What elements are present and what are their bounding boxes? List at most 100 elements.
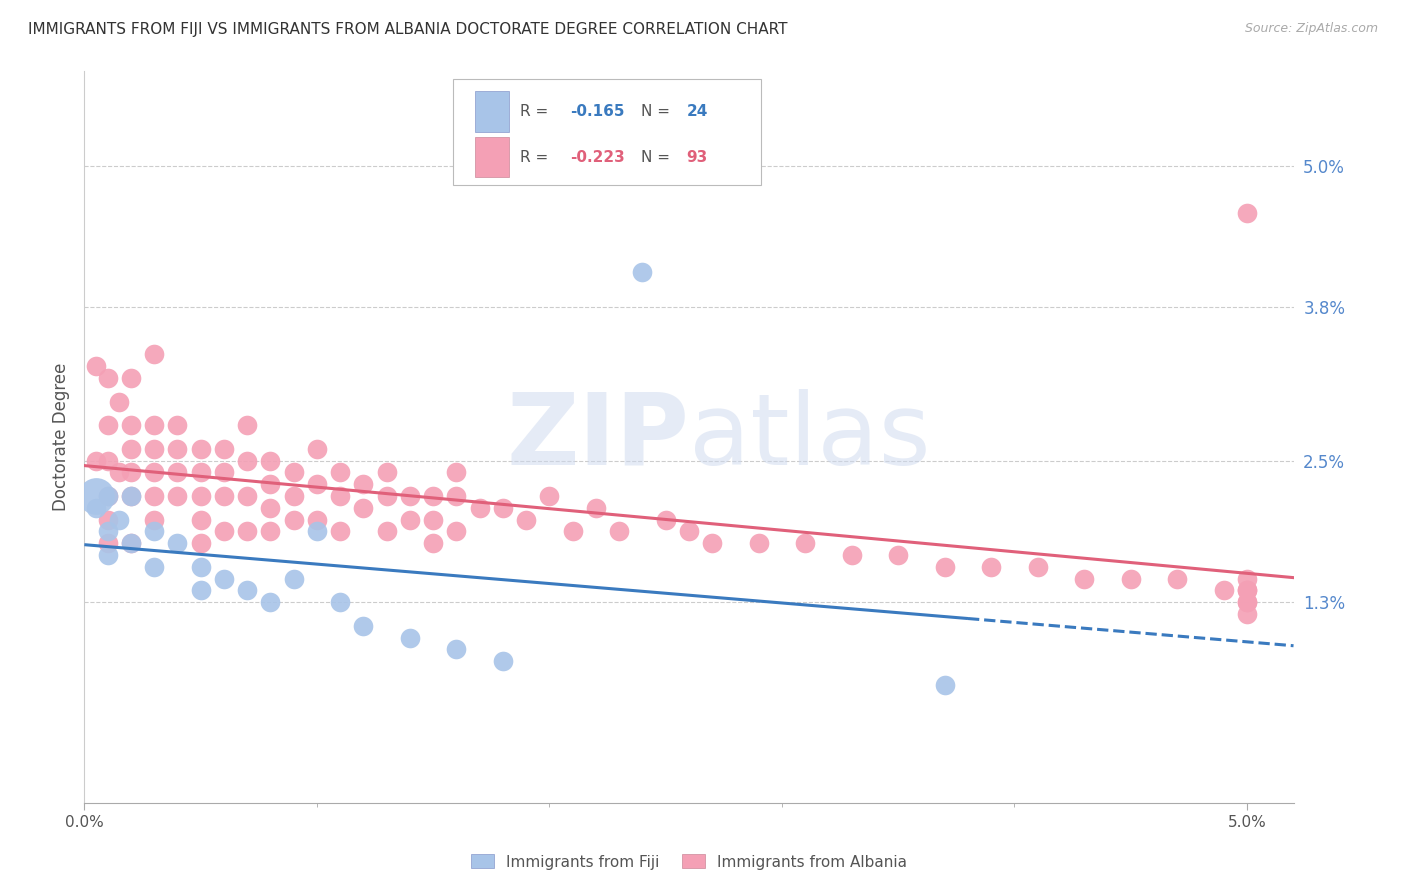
Point: [143, 489, 166, 503]
Point: [143, 524, 166, 539]
Point: [259, 453, 281, 467]
Point: [143, 559, 166, 574]
Point: [283, 513, 305, 527]
Point: [236, 524, 259, 539]
Point: [190, 442, 212, 456]
Point: [236, 418, 259, 433]
Text: atlas: atlas: [689, 389, 931, 485]
Point: [236, 489, 259, 503]
Point: [259, 500, 281, 515]
Point: [352, 619, 374, 633]
Text: -0.223: -0.223: [571, 150, 626, 165]
Point: [120, 536, 142, 550]
Point: [375, 489, 398, 503]
Point: [259, 595, 281, 609]
Bar: [475, 92, 509, 132]
Point: [97, 524, 120, 539]
Point: [446, 642, 468, 657]
Point: [446, 466, 468, 480]
Point: [190, 489, 212, 503]
Point: [108, 394, 131, 409]
Point: [97, 489, 120, 503]
Point: [259, 477, 281, 491]
Point: [607, 524, 630, 539]
Point: [492, 500, 515, 515]
Point: [97, 489, 120, 503]
Point: [97, 548, 120, 562]
Point: [352, 500, 374, 515]
Point: [236, 583, 259, 598]
Point: [329, 524, 352, 539]
Point: [305, 477, 328, 491]
Point: [1212, 583, 1234, 598]
Point: [794, 536, 817, 550]
Text: 24: 24: [686, 104, 707, 120]
Point: [212, 442, 235, 456]
Point: [190, 466, 212, 480]
Point: [1026, 559, 1049, 574]
Y-axis label: Doctorate Degree: Doctorate Degree: [52, 363, 70, 511]
Point: [259, 524, 281, 539]
Point: [538, 489, 561, 503]
Point: [375, 466, 398, 480]
Point: [97, 371, 120, 385]
Point: [305, 442, 328, 456]
Text: N =: N =: [641, 104, 675, 120]
Point: [212, 572, 235, 586]
Point: [399, 489, 422, 503]
Point: [305, 513, 328, 527]
Point: [120, 489, 142, 503]
Point: [84, 489, 107, 503]
Point: [446, 524, 468, 539]
Point: [399, 631, 422, 645]
Point: [84, 359, 107, 374]
Point: [283, 489, 305, 503]
Point: [143, 442, 166, 456]
Point: [887, 548, 910, 562]
Point: [1073, 572, 1095, 586]
Point: [283, 572, 305, 586]
Text: IMMIGRANTS FROM FIJI VS IMMIGRANTS FROM ALBANIA DOCTORATE DEGREE CORRELATION CHA: IMMIGRANTS FROM FIJI VS IMMIGRANTS FROM …: [28, 22, 787, 37]
Text: N =: N =: [641, 150, 675, 165]
Point: [934, 678, 956, 692]
Point: [166, 466, 188, 480]
Point: [120, 418, 142, 433]
Point: [422, 489, 444, 503]
Point: [375, 524, 398, 539]
Point: [212, 466, 235, 480]
Point: [120, 371, 142, 385]
Point: [97, 536, 120, 550]
Point: [1236, 595, 1258, 609]
Point: [190, 536, 212, 550]
Text: -0.165: -0.165: [571, 104, 624, 120]
Point: [980, 559, 1002, 574]
Point: [84, 453, 107, 467]
Point: [108, 466, 131, 480]
Point: [190, 583, 212, 598]
Point: [678, 524, 700, 539]
Point: [1119, 572, 1142, 586]
Point: [702, 536, 724, 550]
Point: [143, 466, 166, 480]
Legend: Immigrants from Fiji, Immigrants from Albania: Immigrants from Fiji, Immigrants from Al…: [464, 848, 914, 876]
Point: [1236, 595, 1258, 609]
Point: [166, 536, 188, 550]
Point: [120, 536, 142, 550]
Point: [422, 536, 444, 550]
Point: [352, 477, 374, 491]
Point: [212, 489, 235, 503]
Point: [492, 654, 515, 668]
FancyBboxPatch shape: [453, 78, 762, 185]
Point: [631, 265, 654, 279]
Point: [108, 513, 131, 527]
Text: Source: ZipAtlas.com: Source: ZipAtlas.com: [1244, 22, 1378, 36]
Text: 93: 93: [686, 150, 707, 165]
Text: R =: R =: [520, 150, 553, 165]
Bar: [475, 137, 509, 178]
Text: R =: R =: [520, 104, 553, 120]
Point: [166, 442, 188, 456]
Point: [120, 442, 142, 456]
Point: [120, 466, 142, 480]
Point: [934, 559, 956, 574]
Point: [97, 513, 120, 527]
